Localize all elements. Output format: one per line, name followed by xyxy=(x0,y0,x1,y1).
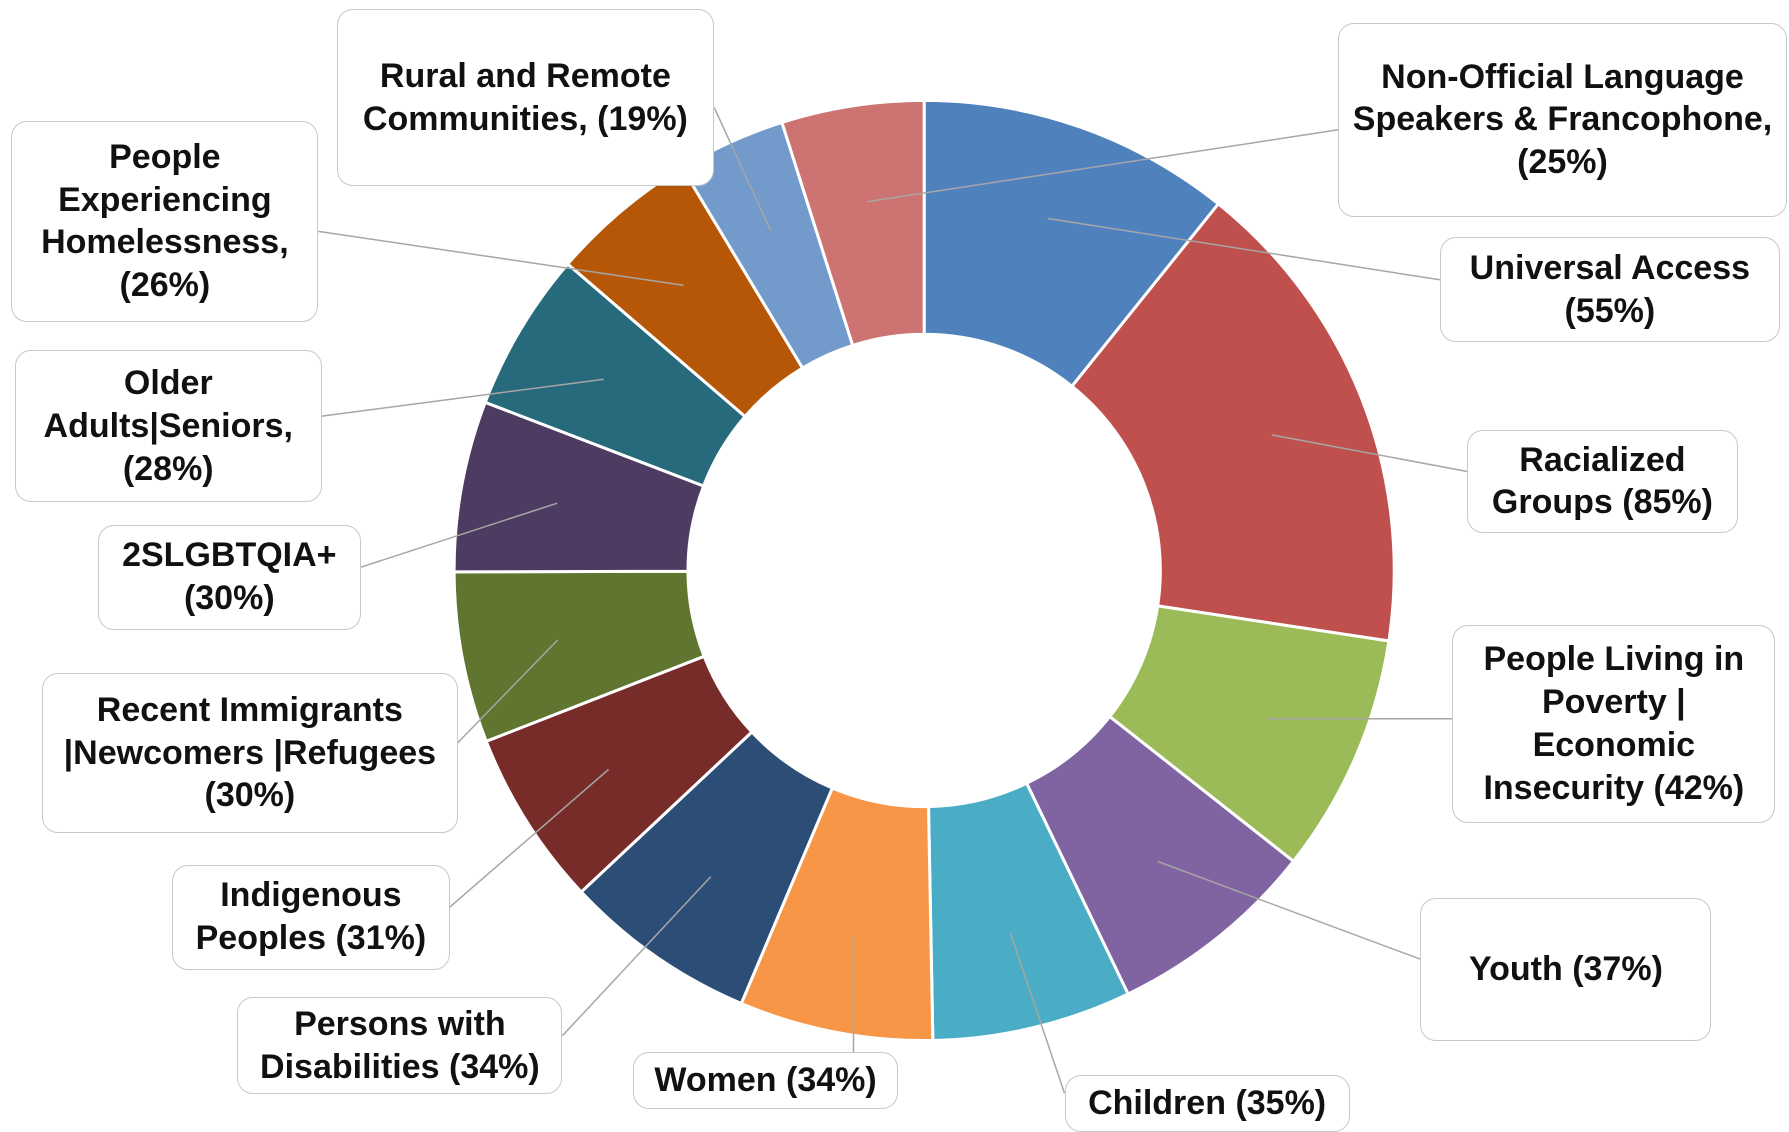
category-label: Women xyxy=(654,1061,777,1100)
donut-segment xyxy=(780,98,926,348)
value-label: (30%) xyxy=(204,776,296,815)
data-label: Children (35%) xyxy=(1064,1074,1350,1132)
leader-line xyxy=(1157,860,1421,960)
leader-line xyxy=(360,502,558,569)
category-label: Recent Immigrants |Newcomers |Refugees xyxy=(63,690,437,772)
leader-line xyxy=(866,129,1339,203)
data-label: Rural and Remote Communities, (19%) xyxy=(336,9,715,186)
data-label: Youth (37%) xyxy=(1420,897,1712,1041)
data-label: Universal Access (55%) xyxy=(1439,237,1780,343)
category-label: Universal Access xyxy=(1469,248,1751,287)
data-label: Racialized Groups (85%) xyxy=(1467,430,1738,533)
category-label: Non-Official Language Speakers & Francop… xyxy=(1352,57,1773,139)
data-label: Recent Immigrants |Newcomers |Refugees (… xyxy=(42,673,458,833)
leader-line xyxy=(1047,217,1440,281)
category-label: Youth xyxy=(1468,949,1563,988)
category-label: Indigenous Peoples xyxy=(195,876,402,958)
value-label: (35%) xyxy=(1235,1083,1327,1122)
value-label: (34%) xyxy=(449,1047,540,1086)
category-label: People Living in Poverty | Economic Inse… xyxy=(1483,640,1745,807)
leader-line xyxy=(713,107,772,231)
category-label: 2SLGBTQIA+ xyxy=(122,536,337,575)
category-label: Rural and Remote Communities, xyxy=(362,56,671,138)
category-label: Persons with Disabilities xyxy=(260,1004,506,1086)
value-label: (85%) xyxy=(1622,483,1713,522)
value-label: (42%) xyxy=(1653,768,1745,807)
data-label: People Living in Poverty | Economic Inse… xyxy=(1452,625,1776,823)
value-label: (25%) xyxy=(1517,143,1608,182)
leader-line xyxy=(449,768,610,908)
value-label: (55%) xyxy=(1564,291,1656,330)
leader-line xyxy=(1271,434,1468,473)
category-label: Racialized Groups xyxy=(1491,440,1686,522)
value-label: (30%) xyxy=(183,579,275,618)
data-label: Women (34%) xyxy=(633,1051,898,1109)
value-label: (28%) xyxy=(122,449,214,488)
value-label: (31%) xyxy=(335,919,427,958)
data-label: Persons with Disabilities (34%) xyxy=(237,997,563,1095)
leader-line xyxy=(1009,933,1066,1094)
data-label: 2SLGBTQIA+ (30%) xyxy=(98,524,361,630)
leader-line xyxy=(456,639,559,744)
leader-line xyxy=(561,876,712,1037)
donut-segment xyxy=(922,98,1221,389)
category-label: Children xyxy=(1088,1083,1226,1122)
donut-segment xyxy=(1069,201,1396,643)
data-label: People Experiencing Homelessness, (26%) xyxy=(11,120,319,322)
data-label: Indigenous Peoples (31%) xyxy=(172,864,450,970)
value-label: (34%) xyxy=(786,1061,877,1100)
value-label: (19%) xyxy=(597,99,688,138)
data-label: Older Adults|Seniors, (28%) xyxy=(14,350,322,502)
category-label: Older Adults|Seniors, xyxy=(43,363,293,445)
leader-line xyxy=(318,230,684,287)
category-label: People Experiencing Homelessness, xyxy=(41,137,289,262)
value-label: (37%) xyxy=(1572,949,1663,988)
value-label: (26%) xyxy=(119,266,211,305)
leader-line xyxy=(321,378,604,417)
data-label: Non-Official Language Speakers & Francop… xyxy=(1338,22,1787,217)
